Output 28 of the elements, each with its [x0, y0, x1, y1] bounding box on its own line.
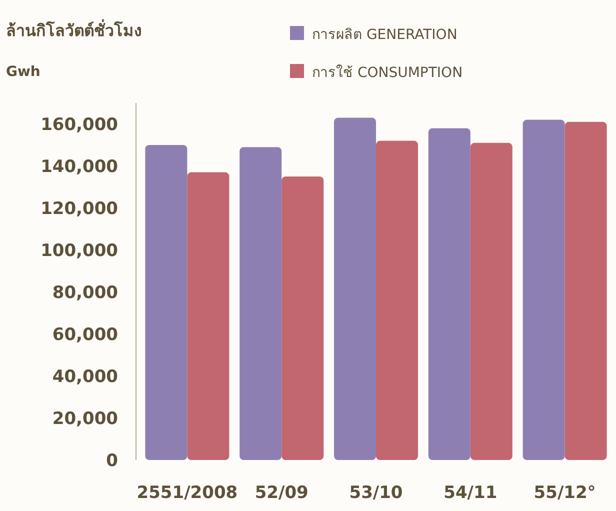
legend-label: การผลิต GENERATION — [312, 27, 458, 43]
legend-label: การใช้ CONSUMPTION — [312, 64, 463, 81]
bar — [376, 140, 418, 460]
y-tick-label: 160,000 — [40, 115, 118, 135]
bar — [145, 145, 188, 460]
y-tick-label: 120,000 — [40, 199, 118, 219]
y-tick-label: 80,000 — [52, 283, 118, 303]
chart-title: ล้านกิโลวัตต์ชั่วโมง — [6, 19, 142, 40]
bar — [428, 128, 470, 460]
y-tick-label: 40,000 — [52, 367, 118, 387]
y-tick-label: 100,000 — [40, 241, 118, 261]
y-tick-label: 20,000 — [52, 409, 118, 429]
bar — [522, 120, 565, 460]
y-tick-label: 140,000 — [40, 157, 118, 177]
bar — [282, 176, 324, 460]
bar — [564, 122, 607, 460]
bar — [334, 118, 376, 460]
bar — [240, 147, 282, 460]
text: Gwh — [6, 64, 40, 80]
y-tick-label: 0 — [106, 451, 118, 471]
x-tick-label: 55/12° — [534, 483, 596, 503]
bar — [470, 142, 512, 460]
x-tick-label: 53/10 — [349, 483, 403, 503]
x-tick-label: 54/11 — [444, 483, 498, 503]
x-tick-label: 52/09 — [254, 483, 308, 503]
bar — [187, 172, 230, 460]
y-tick-label: 60,000 — [52, 325, 118, 345]
x-tick-label: 2551/2008 — [136, 483, 238, 503]
